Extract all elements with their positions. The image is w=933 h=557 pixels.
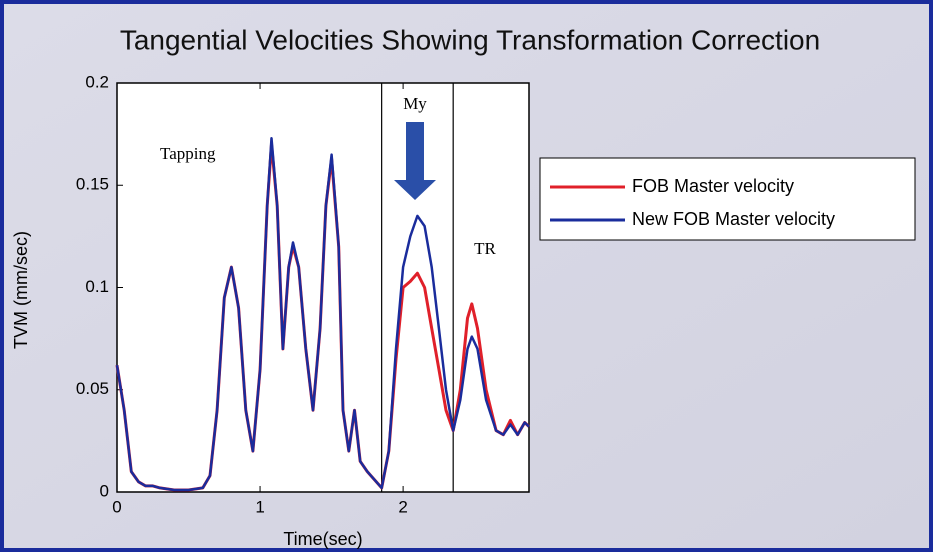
series-line [115,136,530,492]
annotation: My [403,94,427,113]
legend-label: New FOB Master velocity [632,209,835,229]
x-axis-label: Time(sec) [283,529,362,549]
chart-title: Tangential Velocities Showing Transforma… [120,24,820,55]
x-tick-label: 0 [112,497,121,516]
annotation: Tapping [160,144,216,163]
y-tick-label: 0.1 [85,277,109,296]
annotation: TR [474,239,496,258]
y-tick-label: 0 [100,481,109,500]
y-tick-label: 0.05 [76,379,109,398]
y-tick-label: 0.2 [85,72,109,91]
legend-label: FOB Master velocity [632,176,794,196]
arrow [394,122,436,200]
x-tick-label: 2 [398,497,407,516]
y-axis-label: TVM (mm/sec) [11,231,31,349]
x-tick-label: 1 [255,497,264,516]
legend [539,157,916,241]
y-tick-label: 0.15 [76,175,109,194]
